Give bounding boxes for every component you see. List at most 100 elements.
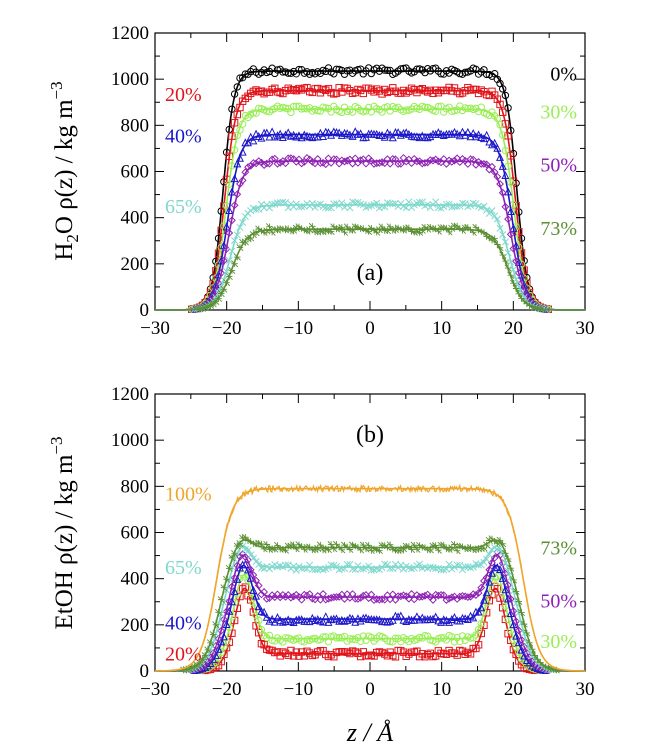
data-point <box>362 159 370 168</box>
data-point <box>198 304 206 312</box>
data-point <box>442 224 450 232</box>
data-point <box>463 593 472 602</box>
data-point <box>287 86 295 94</box>
data-point <box>265 132 274 141</box>
data-point <box>297 86 306 94</box>
data-point <box>340 616 349 625</box>
data-point <box>381 560 389 568</box>
panel-a: −30 −20 −10 0 10 20 30 0 200 400 600 800 1000 1200 0%… <box>47 23 595 339</box>
data-point <box>343 156 352 165</box>
data-point <box>394 160 403 168</box>
data-point <box>504 594 513 603</box>
panel-a-y-axis-label: H2O ρ(z) / kg m−3 <box>47 81 82 260</box>
data-point <box>415 133 424 142</box>
data-point <box>456 561 464 569</box>
data-point <box>405 224 413 232</box>
data-point <box>487 568 496 577</box>
data-point <box>380 132 389 141</box>
x-tick-label: −20 <box>212 679 242 700</box>
data-point <box>348 89 357 97</box>
data-point <box>281 634 290 642</box>
data-point <box>474 130 483 139</box>
data-point <box>488 207 496 215</box>
y-tick-label: 0 <box>140 661 150 682</box>
data-point <box>357 200 365 208</box>
data-point <box>204 646 212 654</box>
data-point <box>348 614 357 623</box>
series-label-30pct: 30% <box>540 631 577 653</box>
data-point <box>485 91 494 100</box>
data-point <box>474 589 483 597</box>
data-point <box>469 129 478 138</box>
data-point <box>270 593 279 602</box>
data-point <box>493 545 501 553</box>
data-point <box>509 244 518 253</box>
data-point <box>442 596 451 604</box>
data-point <box>474 641 483 649</box>
data-point <box>270 154 279 163</box>
data-point <box>388 154 397 163</box>
data-point <box>389 651 397 660</box>
data-point <box>222 245 231 253</box>
data-point <box>276 652 284 660</box>
data-point <box>506 230 515 239</box>
data-point <box>287 593 295 602</box>
data-point <box>348 635 357 643</box>
panel-b-label: (b) <box>356 422 384 448</box>
data-point <box>324 128 333 137</box>
data-point <box>501 585 510 594</box>
data-point <box>340 157 349 166</box>
data-point <box>244 235 252 243</box>
y-tick-label: 1000 <box>111 430 149 451</box>
data-point <box>262 612 271 621</box>
series-label-0pct: 0% <box>550 63 577 85</box>
data-point <box>233 253 241 261</box>
data-point <box>330 545 338 553</box>
data-point <box>482 130 491 139</box>
data-point <box>440 566 448 574</box>
data-point <box>330 200 338 208</box>
data-point <box>408 565 416 573</box>
data-point <box>359 591 368 600</box>
data-point <box>490 91 499 99</box>
data-point <box>426 563 434 571</box>
data-point <box>225 180 233 188</box>
data-point <box>341 228 349 236</box>
data-point <box>284 69 292 77</box>
data-point <box>236 126 244 134</box>
series-73pct <box>154 533 586 674</box>
data-point <box>319 228 327 236</box>
panel-b: −30 −20 −10 0 10 20 30 0 200 400 600 800 1000 1200 10… <box>47 384 595 747</box>
data-point <box>354 85 362 94</box>
data-point <box>276 198 284 207</box>
data-point <box>514 626 523 635</box>
data-point <box>287 646 295 655</box>
data-point <box>464 545 472 553</box>
data-point <box>314 106 322 115</box>
series-label-40pct: 40% <box>165 613 202 635</box>
data-point <box>509 223 518 232</box>
data-point <box>257 87 266 95</box>
data-point <box>415 615 424 624</box>
data-point <box>255 88 263 96</box>
data-point <box>332 225 341 233</box>
data-point <box>260 228 268 236</box>
data-point <box>499 540 507 548</box>
data-point <box>338 199 346 207</box>
data-point <box>506 595 515 603</box>
data-point <box>501 146 510 155</box>
data-point <box>493 172 502 181</box>
data-point <box>281 199 290 207</box>
data-point <box>354 223 362 231</box>
data-point <box>373 565 381 573</box>
data-point <box>257 639 266 648</box>
data-point <box>373 85 381 93</box>
data-point <box>426 546 434 554</box>
data-point <box>300 564 308 572</box>
data-point <box>421 631 429 640</box>
data-point <box>466 564 475 572</box>
data-point <box>416 198 424 206</box>
data-point <box>356 652 365 661</box>
data-point <box>351 199 359 207</box>
data-point <box>407 590 416 598</box>
